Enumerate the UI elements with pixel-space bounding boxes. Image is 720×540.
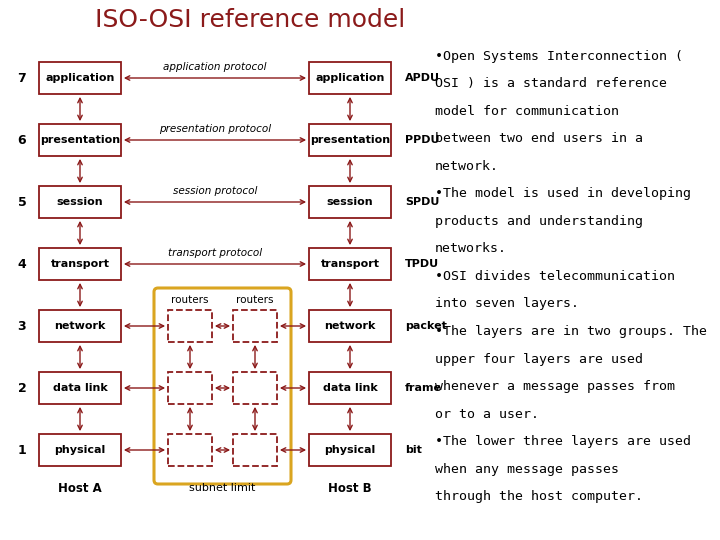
Text: network: network: [324, 321, 376, 331]
Text: data link: data link: [53, 383, 107, 393]
Bar: [39, 186, 121, 218]
Text: into seven layers.: into seven layers.: [435, 298, 579, 310]
Text: OSI ) is a standard reference: OSI ) is a standard reference: [435, 78, 667, 91]
Text: network.: network.: [435, 160, 499, 173]
Bar: [39, 124, 121, 156]
Text: transport protocol: transport protocol: [168, 248, 262, 258]
Text: model for communication: model for communication: [435, 105, 619, 118]
Text: whenever a message passes from: whenever a message passes from: [435, 380, 675, 393]
Bar: [309, 248, 391, 280]
Text: frame: frame: [405, 383, 442, 393]
Bar: [309, 186, 391, 218]
Bar: [39, 310, 121, 342]
Text: ISO-OSI reference model: ISO-OSI reference model: [95, 8, 405, 32]
Text: or to a user.: or to a user.: [435, 408, 539, 421]
Text: 6: 6: [18, 133, 27, 146]
Text: application: application: [45, 73, 114, 83]
Bar: [168, 310, 212, 342]
Text: •The layers are in two groups. The: •The layers are in two groups. The: [435, 325, 707, 338]
Text: transport: transport: [320, 259, 379, 269]
Text: TPDU: TPDU: [405, 259, 439, 269]
Bar: [309, 372, 391, 404]
Text: data link: data link: [323, 383, 377, 393]
Text: when any message passes: when any message passes: [435, 462, 619, 476]
Text: •Open Systems Interconnection (: •Open Systems Interconnection (: [435, 50, 683, 63]
Text: networks.: networks.: [435, 242, 507, 255]
Bar: [233, 372, 277, 404]
Text: network: network: [54, 321, 106, 331]
Text: 1: 1: [17, 443, 27, 456]
Bar: [39, 248, 121, 280]
Text: session: session: [327, 197, 373, 207]
Text: 5: 5: [17, 195, 27, 208]
Bar: [309, 434, 391, 466]
Text: products and understanding: products and understanding: [435, 215, 643, 228]
Bar: [168, 434, 212, 466]
Text: physical: physical: [325, 445, 376, 455]
Text: session protocol: session protocol: [173, 186, 257, 196]
Text: presentation: presentation: [40, 135, 120, 145]
Bar: [39, 434, 121, 466]
Bar: [309, 62, 391, 94]
Text: 2: 2: [17, 381, 27, 395]
Text: packet: packet: [405, 321, 447, 331]
Bar: [309, 124, 391, 156]
Text: •The lower three layers are used: •The lower three layers are used: [435, 435, 691, 448]
Text: PPDU: PPDU: [405, 135, 439, 145]
Text: session: session: [57, 197, 103, 207]
Text: routers: routers: [171, 295, 209, 305]
Text: •The model is used in developing: •The model is used in developing: [435, 187, 691, 200]
Text: 4: 4: [17, 258, 27, 271]
Text: SPDU: SPDU: [405, 197, 439, 207]
Text: bit: bit: [405, 445, 422, 455]
Text: Host A: Host A: [58, 482, 102, 495]
Text: physical: physical: [55, 445, 106, 455]
Bar: [309, 310, 391, 342]
Text: application protocol: application protocol: [163, 62, 266, 72]
Text: transport: transport: [50, 259, 109, 269]
Text: between two end users in a: between two end users in a: [435, 132, 643, 145]
Bar: [39, 62, 121, 94]
Text: •OSI divides telecommunication: •OSI divides telecommunication: [435, 270, 675, 283]
Text: presentation protocol: presentation protocol: [159, 124, 271, 134]
Text: 7: 7: [17, 71, 27, 84]
Text: Host B: Host B: [328, 482, 372, 495]
Text: routers: routers: [236, 295, 274, 305]
Text: presentation: presentation: [310, 135, 390, 145]
Text: upper four layers are used: upper four layers are used: [435, 353, 643, 366]
Bar: [39, 372, 121, 404]
Text: APDU: APDU: [405, 73, 440, 83]
Bar: [168, 372, 212, 404]
Bar: [233, 310, 277, 342]
Bar: [233, 434, 277, 466]
Text: through the host computer.: through the host computer.: [435, 490, 643, 503]
Text: subnet limit: subnet limit: [189, 483, 256, 493]
Text: 3: 3: [18, 320, 27, 333]
Text: application: application: [315, 73, 384, 83]
